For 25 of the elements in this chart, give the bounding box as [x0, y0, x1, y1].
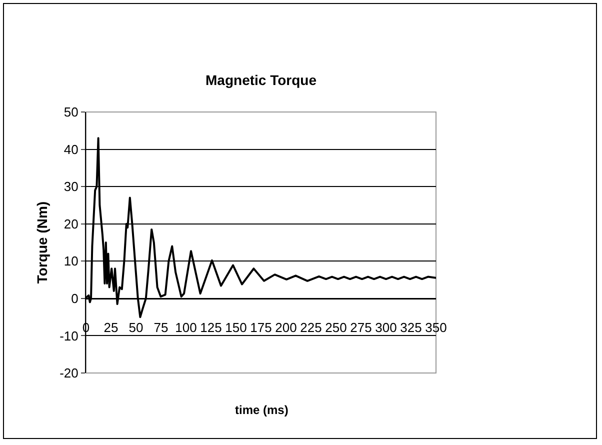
x-tick-label: 200 [275, 320, 297, 336]
x-tick-label: 125 [200, 320, 222, 336]
x-tick-label: 25 [104, 320, 118, 336]
y-tick-label: -10 [60, 328, 78, 344]
y-tick-label: -20 [60, 366, 78, 381]
y-tick-label: 50 [64, 104, 78, 120]
x-tick-label: 350 [425, 320, 447, 336]
x-tick-label: 250 [325, 320, 347, 336]
x-tick-label: 175 [250, 320, 272, 336]
y-tick-label: 30 [64, 179, 78, 194]
x-tick-label: 225 [300, 320, 322, 336]
x-tick-label: 150 [225, 320, 247, 336]
y-axis-title: Torque (Nm) [34, 201, 50, 284]
x-tick-label: 275 [350, 320, 372, 336]
x-tick-label: 300 [375, 320, 397, 336]
y-tick-label: 20 [64, 216, 78, 232]
x-tick-label: 50 [128, 320, 144, 336]
y-tick-label: 10 [64, 254, 78, 269]
x-tick-label: 100 [175, 320, 197, 336]
x-tick-label: 325 [400, 320, 422, 336]
y-tick-label: 40 [64, 142, 78, 157]
y-tick-label: 0 [71, 290, 78, 306]
x-tick-label: 75 [154, 320, 168, 336]
x-axis-title: time (ms) [235, 403, 288, 417]
chart-title: Magnetic Torque [206, 72, 317, 88]
